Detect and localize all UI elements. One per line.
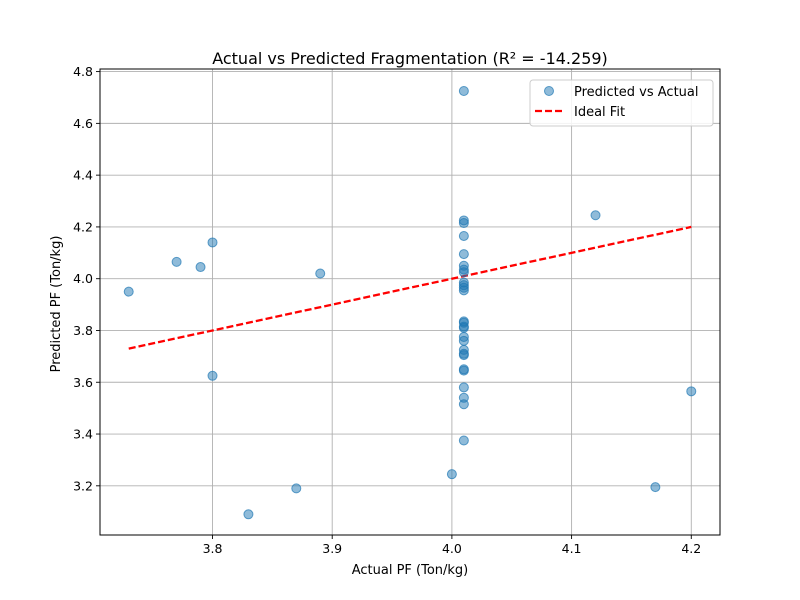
scatter-point [458, 365, 469, 376]
scatter-point [123, 286, 134, 297]
x-tick-label: 3.9 [322, 541, 342, 556]
legend-label-ideal-fit: Ideal Fit [574, 105, 625, 120]
scatter-point [458, 322, 469, 333]
grid-lines [100, 69, 720, 535]
ideal-fit-line-layer [128, 225, 692, 350]
legend: Predicted vs Actual Ideal Fit [529, 79, 714, 127]
scatter-point [315, 268, 326, 279]
scatter-point [243, 509, 254, 520]
y-tick-label: 3.6 [73, 375, 93, 390]
y-tick-label: 4.4 [73, 168, 93, 183]
scatter-point [458, 249, 469, 260]
x-tick-label: 4.0 [442, 541, 462, 556]
y-tick-label: 4.8 [73, 64, 93, 79]
legend-marker-predicted [544, 86, 554, 96]
x-tick-label: 4.2 [681, 541, 701, 556]
scatter-point [458, 350, 469, 361]
scatter-point [590, 210, 601, 221]
scatter-point [458, 335, 469, 346]
scatter-points [123, 86, 697, 520]
scatter-point [650, 482, 661, 493]
scatter-point [195, 262, 206, 273]
x-tick-label: 4.1 [562, 541, 582, 556]
scatter-point [207, 370, 218, 381]
scatter-point [458, 267, 469, 278]
y-tick-label: 4.0 [73, 271, 93, 286]
plot-frame [99, 68, 721, 536]
y-axis-label: Predicted PF (Ton/kg) [49, 236, 64, 373]
scatter-point [291, 483, 302, 494]
axis-ticks: 3.8 3.9 4.0 4.1 4.2 3.2 3.4 3.6 3.8 4.0 4.2 4.4 4.6 4… [73, 64, 701, 556]
scatter-point [458, 399, 469, 410]
scatter-point [458, 230, 469, 241]
y-tick-label: 4.6 [73, 116, 93, 131]
scatter-point [458, 285, 469, 296]
scatter-point [207, 237, 218, 248]
ideal-fit-line [128, 225, 692, 350]
scatter-point [686, 386, 697, 397]
y-tick-label: 3.4 [73, 427, 93, 442]
y-tick-label: 3.2 [73, 478, 93, 493]
x-axis-label: Actual PF (Ton/kg) [352, 563, 469, 578]
chart-title: Actual vs Predicted Fragmentation (R² = … [212, 49, 608, 68]
y-tick-label: 3.8 [73, 323, 93, 338]
legend-label-predicted: Predicted vs Actual [574, 85, 698, 100]
x-tick-label: 3.8 [203, 541, 223, 556]
scatter-point [171, 256, 182, 267]
scatter-point [458, 435, 469, 446]
y-tick-label: 4.2 [73, 219, 93, 234]
scatter-point [446, 469, 457, 480]
legend-box [529, 79, 714, 127]
scatter-point [458, 382, 469, 393]
scatter-point [458, 86, 469, 97]
scatter-point [458, 218, 469, 229]
